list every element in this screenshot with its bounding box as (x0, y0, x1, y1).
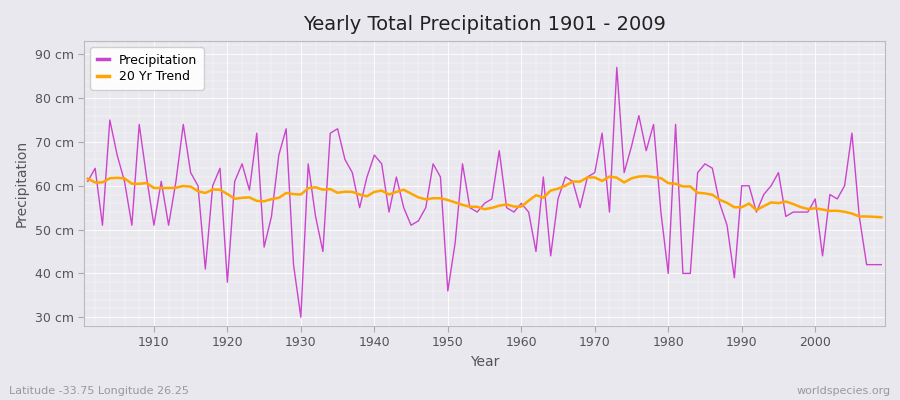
Text: worldspecies.org: worldspecies.org (796, 386, 891, 396)
20 Yr Trend (604, 174, 615, 179)
Precipitation (310, 214, 321, 219)
X-axis label: Year: Year (470, 355, 500, 369)
Precipitation (355, 205, 365, 210)
Legend: Precipitation, 20 Yr Trend: Precipitation, 20 Yr Trend (90, 47, 203, 90)
Precipitation (523, 210, 534, 214)
Line: Precipitation: Precipitation (88, 68, 881, 317)
Precipitation (516, 201, 526, 206)
Precipitation (141, 174, 152, 179)
20 Yr Trend (876, 215, 886, 220)
20 Yr Trend (641, 174, 652, 178)
Line: 20 Yr Trend: 20 Yr Trend (88, 176, 881, 217)
Precipitation (619, 170, 630, 175)
Precipitation (876, 262, 886, 267)
Title: Yearly Total Precipitation 1901 - 2009: Yearly Total Precipitation 1901 - 2009 (303, 15, 666, 34)
Precipitation (83, 179, 94, 184)
20 Yr Trend (83, 176, 94, 181)
20 Yr Trend (346, 190, 357, 194)
20 Yr Trend (302, 186, 313, 190)
Precipitation (611, 65, 622, 70)
Text: Latitude -33.75 Longitude 26.25: Latitude -33.75 Longitude 26.25 (9, 386, 189, 396)
Y-axis label: Precipitation: Precipitation (15, 140, 29, 227)
20 Yr Trend (508, 204, 519, 209)
Precipitation (295, 315, 306, 320)
20 Yr Trend (516, 204, 526, 209)
20 Yr Trend (141, 180, 152, 185)
